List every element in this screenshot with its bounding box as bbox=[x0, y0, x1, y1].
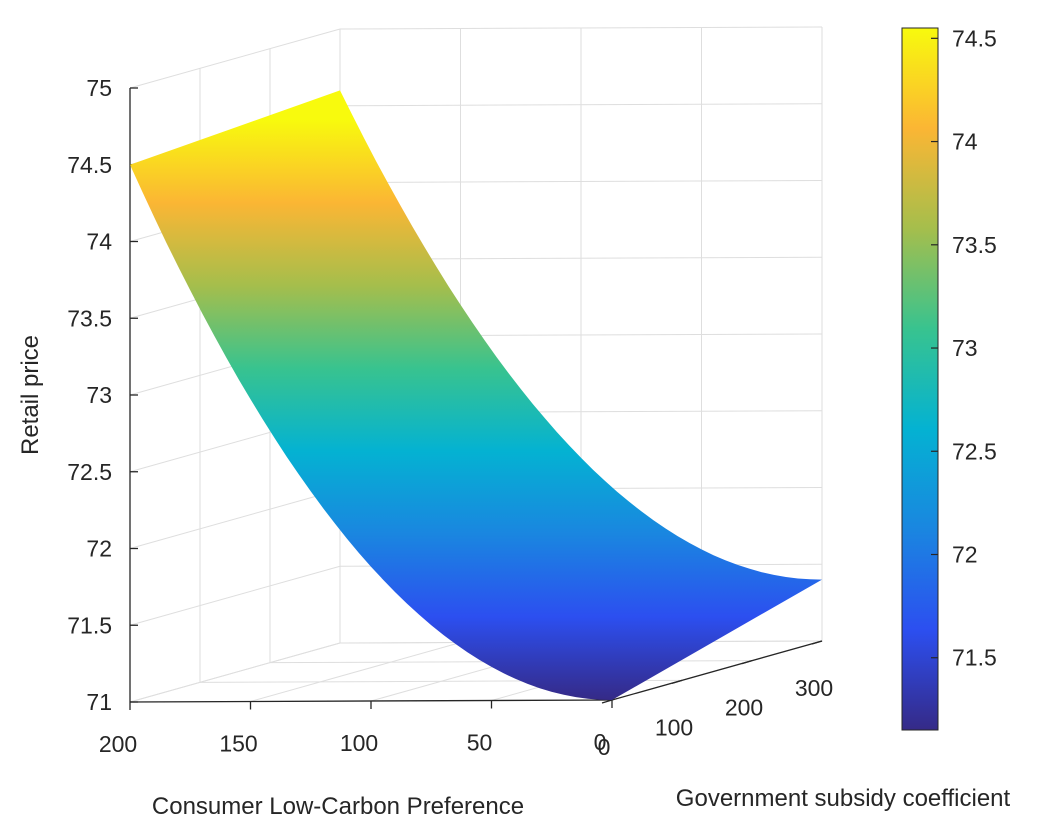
surface bbox=[130, 90, 822, 700]
axes bbox=[129, 87, 823, 710]
colorbar-tick-label: 72.5 bbox=[952, 438, 997, 464]
x-tick-label: 150 bbox=[219, 731, 257, 757]
tick-labels: 200 150 100 50 00 100 200 300 75 74.5 74 73.5 73 72.5… bbox=[67, 75, 833, 760]
y-tick-label: 200 bbox=[725, 695, 763, 721]
y-axis-title: Government subsidy coefficient bbox=[676, 785, 1011, 812]
y-tick-mark bbox=[811, 640, 823, 645]
y-tick-mark bbox=[601, 699, 613, 704]
x-axis-title: Consumer Low-Carbon Preference bbox=[152, 793, 524, 820]
grid-line bbox=[339, 180, 823, 183]
x-tick-label: 200 bbox=[99, 731, 137, 757]
z-tick-label: 72.5 bbox=[67, 459, 112, 485]
colorbar: 74.5 74 73.5 73 72.5 72 71.5 bbox=[901, 25, 997, 731]
colorbar-tick-label: 71.5 bbox=[952, 645, 997, 671]
surface-patch bbox=[130, 90, 822, 700]
z-tick-label: 74 bbox=[86, 229, 112, 255]
x-tick-label: 100 bbox=[340, 730, 378, 756]
y-tick-label: 100 bbox=[655, 714, 693, 740]
grid-line bbox=[129, 565, 341, 626]
grid-line bbox=[129, 489, 341, 549]
colorbar-tick-label: 73.5 bbox=[952, 232, 997, 258]
grid-line bbox=[250, 642, 461, 702]
colorbar-tick-label: 72 bbox=[952, 542, 978, 568]
y-tick-mark bbox=[741, 660, 753, 665]
grid-line bbox=[129, 28, 341, 89]
y-tick-label: 300 bbox=[795, 675, 833, 701]
x-tick-label: 50 bbox=[467, 730, 493, 756]
y-axis-line bbox=[611, 640, 823, 701]
colorbar-bar bbox=[901, 27, 939, 731]
y-tick-mark bbox=[671, 679, 683, 684]
colorbar-tick-label: 74.5 bbox=[952, 25, 997, 51]
y-tick-label: 0 bbox=[598, 734, 611, 760]
x-tick-label: 0 bbox=[594, 729, 607, 755]
grid-line bbox=[129, 642, 341, 703]
z-tick-label: 71 bbox=[86, 689, 112, 715]
grid-line bbox=[339, 26, 823, 30]
z-tick-label: 73.5 bbox=[67, 305, 112, 331]
z-tick-label: 73 bbox=[86, 382, 112, 408]
colorbar-tick-label: 74 bbox=[952, 129, 978, 155]
z-tick-label: 75 bbox=[86, 75, 112, 101]
z-axis-title: Retail price bbox=[17, 335, 44, 455]
colorbar-tick-label: 73 bbox=[952, 335, 978, 361]
z-tick-label: 74.5 bbox=[67, 152, 112, 178]
z-tick-label: 72 bbox=[86, 536, 112, 562]
grid-line bbox=[339, 103, 823, 107]
z-tick-label: 71.5 bbox=[67, 612, 112, 638]
